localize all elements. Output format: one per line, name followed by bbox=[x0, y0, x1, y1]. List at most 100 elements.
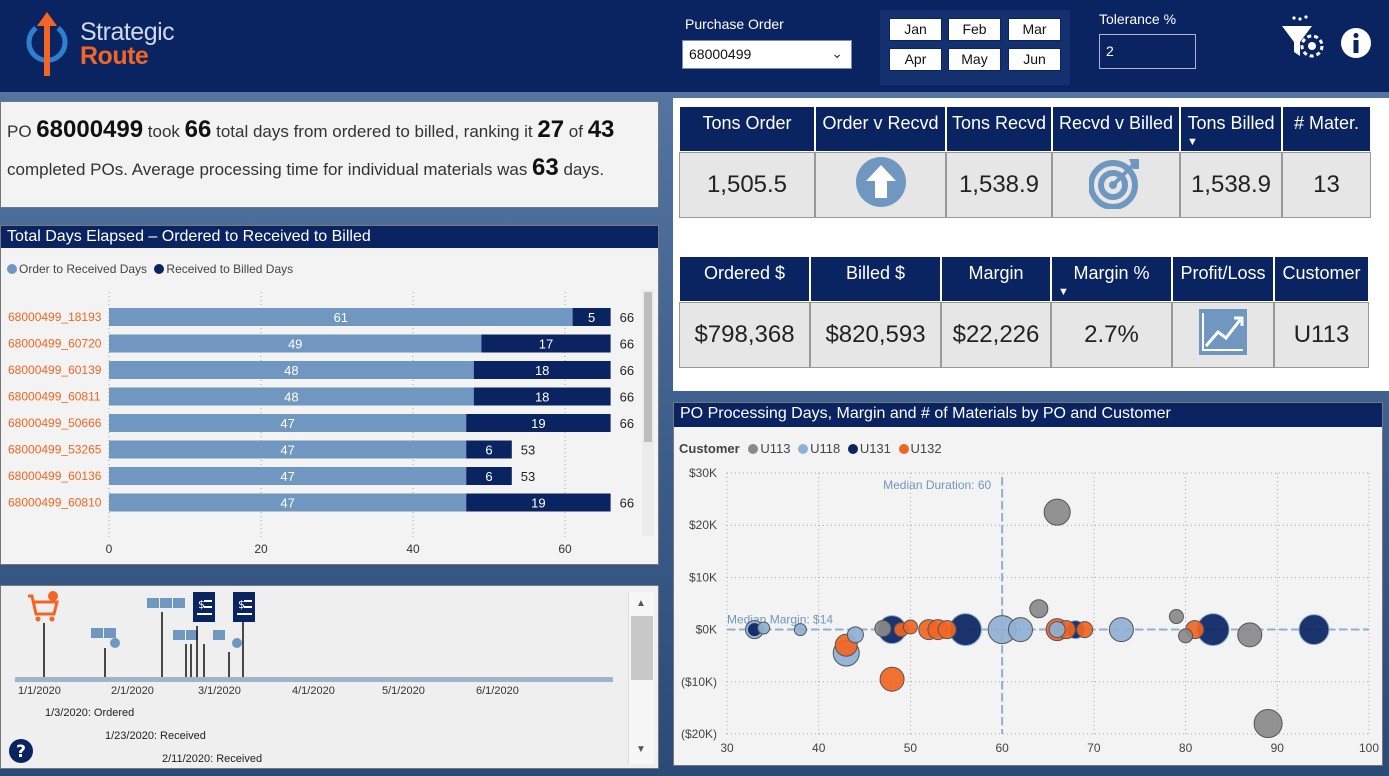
summary-text-3: total days from ordered to billed, ranki… bbox=[211, 122, 538, 141]
bar-data-label: 6 bbox=[485, 469, 492, 484]
bar-category-label: 68000499_60139 bbox=[8, 363, 102, 377]
month-button-apr[interactable]: Apr bbox=[889, 48, 942, 71]
kpi-header[interactable]: # Mater. bbox=[1282, 106, 1371, 152]
invoice-icon[interactable]: $ bbox=[193, 592, 215, 622]
po-dropdown[interactable]: 68000499 ⌄ bbox=[682, 40, 852, 69]
bar-total-label: 66 bbox=[620, 496, 634, 511]
kpi-header-sorted[interactable]: Tons Billed ▼ bbox=[1180, 106, 1282, 152]
legend-label[interactable]: U131 bbox=[859, 441, 891, 456]
legend-label[interactable]: U113 bbox=[760, 441, 791, 456]
po-summary-text: PO 68000499 took 66 total days from orde… bbox=[0, 101, 659, 208]
scatter-point bbox=[1076, 621, 1094, 639]
month-button-jan[interactable]: Jan bbox=[889, 18, 942, 41]
summary-text-6: days. bbox=[558, 160, 605, 179]
cart-icon[interactable] bbox=[28, 591, 59, 622]
po-label: Purchase Order bbox=[685, 16, 784, 32]
legend-label[interactable]: U132 bbox=[910, 441, 942, 456]
summary-text-5: completed POs. Average processing time f… bbox=[7, 160, 533, 179]
legend-dot-icon bbox=[154, 264, 165, 274]
kpi-header-label: Margin % bbox=[1073, 263, 1150, 283]
logo-line1: Strategic bbox=[80, 18, 175, 46]
scroll-thumb[interactable] bbox=[631, 616, 653, 680]
x-tick-label: 90 bbox=[1271, 741, 1285, 755]
month-button-may[interactable]: May bbox=[948, 48, 1001, 71]
help-icon[interactable]: ? bbox=[8, 738, 34, 764]
chart-title: PO Processing Days, Margin and # of Mate… bbox=[674, 403, 1382, 427]
bar-data-label: 18 bbox=[535, 363, 549, 378]
x-tick-label: 50 bbox=[904, 741, 918, 755]
timeline-tick: 5/1/2020 bbox=[382, 685, 425, 697]
scatter-point bbox=[757, 621, 771, 635]
month-button-jun[interactable]: Jun bbox=[1008, 48, 1061, 71]
scatter-point bbox=[1168, 609, 1184, 625]
scatter-point bbox=[1007, 617, 1033, 643]
y-tick-label: $20K bbox=[689, 518, 717, 532]
bar-order-to-received bbox=[109, 361, 474, 379]
kpi-header[interactable]: Ordered $ bbox=[679, 256, 810, 302]
kpi-header[interactable]: Tons Recvd bbox=[946, 106, 1052, 152]
timeline-tick: 6/1/2020 bbox=[476, 685, 519, 697]
bar-data-label: 5 bbox=[588, 310, 595, 325]
scatter-legend: Customer U113 U118 U131 U132 bbox=[679, 441, 942, 456]
kpi-header[interactable]: Profit/Loss bbox=[1172, 256, 1274, 302]
kpi-header[interactable]: Margin bbox=[941, 256, 1051, 302]
kpi-header-sorted[interactable]: Margin % ▼ bbox=[1051, 256, 1172, 302]
bar-data-label: 17 bbox=[539, 337, 553, 352]
funnel-settings-icon[interactable] bbox=[1278, 14, 1328, 66]
bar-category-label: 68000499_18193 bbox=[8, 310, 102, 324]
sort-desc-icon: ▼ bbox=[1058, 286, 1069, 298]
timeline-tick: 1/1/2020 bbox=[18, 685, 61, 697]
scroll-up-icon[interactable]: ▲ bbox=[636, 598, 646, 609]
boxes-icon[interactable] bbox=[173, 630, 242, 648]
tolerance-input[interactable]: 2 bbox=[1099, 34, 1196, 69]
bar-data-label: 19 bbox=[531, 416, 545, 431]
timeline-panel: $ $ 1/1/2020 2/1/2020 3/1/2020 4/1/2020 … bbox=[0, 585, 659, 769]
chart-title: Total Days Elapsed – Ordered to Received… bbox=[1, 226, 658, 248]
arrow-up-icon bbox=[855, 156, 906, 207]
legend-label[interactable]: Order to Received Days bbox=[19, 262, 148, 276]
kpi-value: 1,538.9 bbox=[1180, 152, 1282, 218]
y-tick-label: ($10K) bbox=[681, 675, 717, 689]
scatter-chart-panel: PO Processing Days, Margin and # of Mate… bbox=[673, 402, 1383, 766]
bar-data-label: 47 bbox=[280, 496, 294, 511]
bar-total-label: 66 bbox=[620, 416, 634, 431]
scatter-point bbox=[1108, 617, 1134, 643]
bar-order-to-received bbox=[109, 334, 482, 353]
kpi-value: 1,505.5 bbox=[679, 152, 815, 218]
summary-text-1: PO bbox=[7, 122, 37, 141]
month-button-mar[interactable]: Mar bbox=[1008, 18, 1061, 41]
kpi-header[interactable]: Customer bbox=[1274, 256, 1369, 302]
sort-desc-icon: ▼ bbox=[1187, 136, 1198, 148]
timeline-scrollbar[interactable]: ▲ ▼ bbox=[628, 592, 654, 764]
scatter-point bbox=[902, 619, 918, 635]
month-button-feb[interactable]: Feb bbox=[948, 18, 1001, 41]
kpi-header[interactable]: Order v Recvd bbox=[815, 106, 946, 152]
legend-dot-icon bbox=[748, 444, 759, 454]
boxes-icon[interactable] bbox=[147, 598, 185, 608]
x-tick-label: 20 bbox=[254, 542, 268, 556]
bar-data-label: 18 bbox=[535, 390, 549, 405]
boxes-icon[interactable] bbox=[91, 628, 120, 648]
route-logo-icon bbox=[26, 12, 68, 76]
scatter-point bbox=[846, 626, 864, 644]
kpi-header[interactable]: Tons Order bbox=[679, 106, 815, 152]
y-tick-label: $0K bbox=[696, 623, 717, 637]
bar-category-label: 68000499_53265 bbox=[8, 443, 102, 457]
scroll-down-icon[interactable]: ▼ bbox=[636, 744, 646, 755]
kpi-panel: Tons Order Order v Recvd Tons Recvd Recv… bbox=[673, 98, 1389, 391]
kpi-value: 1,538.9 bbox=[946, 152, 1052, 218]
tolerance-label: Tolerance % bbox=[1099, 11, 1177, 27]
svg-text:?: ? bbox=[16, 742, 26, 762]
kpi-header[interactable]: Billed $ bbox=[810, 256, 941, 302]
kpi-value: 13 bbox=[1282, 152, 1371, 218]
scatter-plot: 30 40 50 60 70 80 90 100 ($20K) ($10K) $0K $10K $20K… bbox=[681, 466, 1379, 755]
legend-label[interactable]: Received to Billed Days bbox=[166, 262, 294, 276]
bar-data-label: 47 bbox=[280, 469, 294, 484]
kpi-header[interactable]: Recvd v Billed bbox=[1052, 106, 1180, 152]
timeline-plot: $ $ bbox=[15, 591, 613, 682]
header-bar: Strategic Route Purchase Order 68000499 … bbox=[0, 0, 1389, 92]
invoice-icon[interactable]: $ bbox=[233, 592, 255, 622]
info-icon[interactable] bbox=[1340, 27, 1372, 59]
bar-category-label: 68000499_60136 bbox=[8, 469, 102, 483]
legend-label[interactable]: U118 bbox=[810, 441, 841, 456]
